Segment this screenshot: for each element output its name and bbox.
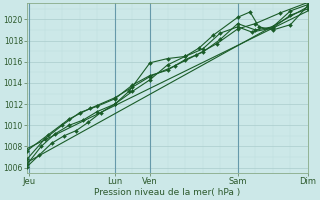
X-axis label: Pression niveau de la mer( hPa ): Pression niveau de la mer( hPa ) [94,188,241,197]
